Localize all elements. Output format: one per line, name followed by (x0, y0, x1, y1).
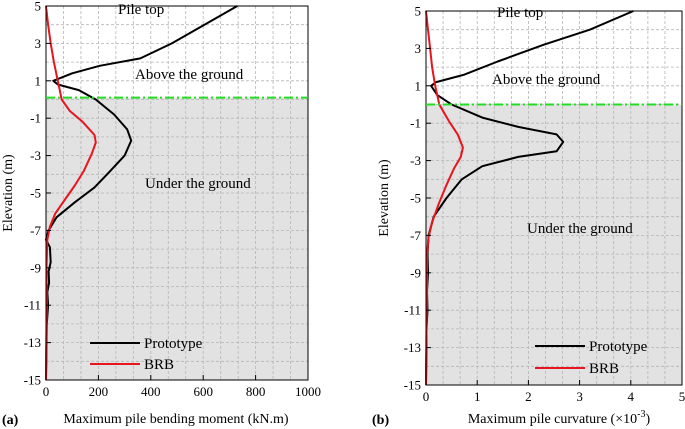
x-axis-label-exponent: -3 (637, 409, 645, 420)
x-tick-label: 600 (193, 384, 213, 399)
x-tick-label: 3 (576, 389, 583, 404)
grid (426, 11, 682, 385)
y-tick-label: -11 (404, 303, 421, 318)
above-ground-annotation: Above the ground (135, 67, 244, 83)
y-axis-label: Elevation (m) (1, 154, 16, 232)
x-axis-label-unit: (×10 (611, 412, 638, 427)
x-tick-label: 800 (246, 384, 266, 399)
y-tick-label: -15 (24, 373, 41, 388)
above-ground-annotation: Above the ground (492, 72, 601, 88)
series-layer (45, 5, 238, 381)
x-tick-label: 0 (43, 384, 50, 399)
panel-label: (b) (372, 413, 389, 428)
panel-b: 0 1 2 3 4 5 5 3 1 -1 -3 -5 -7 -9 -11 -13 -15 Pile top Ab… (372, 4, 685, 429)
pile-top-annotation: Pile top (497, 5, 543, 21)
y-tick-label: 3 (415, 41, 422, 56)
under-ground-annotation: Under the ground (527, 221, 633, 237)
y-tick-label: 1 (35, 73, 42, 88)
x-axis-label: Maximum pile bending moment (kN.m) (63, 412, 288, 427)
y-tick-label: 1 (415, 78, 422, 93)
series-line-brb (425, 10, 464, 386)
y-tick-label: -5 (30, 186, 41, 201)
y-tick-label: -1 (30, 111, 41, 126)
x-tick-label: 0 (423, 389, 430, 404)
x-tick-label: 1 (474, 389, 481, 404)
x-axis-label: Maximum pile curvature (×10-3) (468, 409, 651, 427)
y-tick-label: -13 (404, 340, 421, 355)
y-tick-label: -11 (24, 298, 41, 313)
y-tick-label: -7 (30, 223, 41, 238)
y-tick-label: -3 (410, 153, 421, 168)
x-tick-label: 400 (141, 384, 161, 399)
x-axis-label-close: ) (645, 412, 650, 427)
legend-label-brb: BRB (144, 357, 174, 373)
legend: Prototype BRB (535, 339, 648, 377)
under-ground-annotation: Under the ground (145, 176, 251, 192)
pile-top-annotation: Pile top (118, 2, 164, 18)
series-line-brb (45, 5, 97, 381)
y-tick-label: -1 (410, 116, 421, 131)
legend-label-prototype: Prototype (589, 339, 648, 355)
legend: Prototype BRB (90, 336, 203, 373)
panel-a: 0 200 400 600 800 1000531-1-3-5-7-9-11-13-15 … (1, 0, 321, 428)
legend-label-prototype: Prototype (144, 336, 203, 352)
y-tick-label: -13 (24, 335, 41, 350)
y-tick-label: 5 (415, 4, 422, 19)
y-tick-label: 3 (35, 36, 42, 51)
y-tick-label: -3 (30, 148, 41, 163)
legend-label-brb: BRB (589, 361, 619, 377)
x-axis-label-main: Maximum pile curvature (468, 412, 607, 427)
y-axis-label: Elevation (m) (377, 159, 392, 237)
y-tick-label: -9 (410, 265, 421, 280)
under-ground-region (46, 97, 308, 380)
x-tick-label: 5 (679, 389, 685, 404)
y-tick-label: -5 (410, 191, 421, 206)
x-tick-label: 2 (525, 389, 532, 404)
grid (46, 6, 308, 380)
tick-marks: 0 200 400 600 800 1000 5 3 1 -1 -3 -5 -7 -9 -11 -13 -15 (24, 0, 321, 399)
y-tick-label: -15 (404, 378, 421, 393)
y-tick-label: -7 (410, 228, 421, 243)
tick-marks: 0 1 2 3 4 5 5 3 1 -1 -3 -5 -7 -9 -11 -13 -15 (404, 4, 685, 405)
x-tick-label: 200 (89, 384, 109, 399)
y-tick-label: 5 (35, 0, 42, 14)
x-tick-label: 4 (628, 389, 635, 404)
x-tick-label: 1000 (295, 384, 321, 399)
y-tick-label: -9 (30, 260, 41, 275)
series-layer (425, 10, 634, 386)
panel-label: (a) (2, 413, 19, 428)
